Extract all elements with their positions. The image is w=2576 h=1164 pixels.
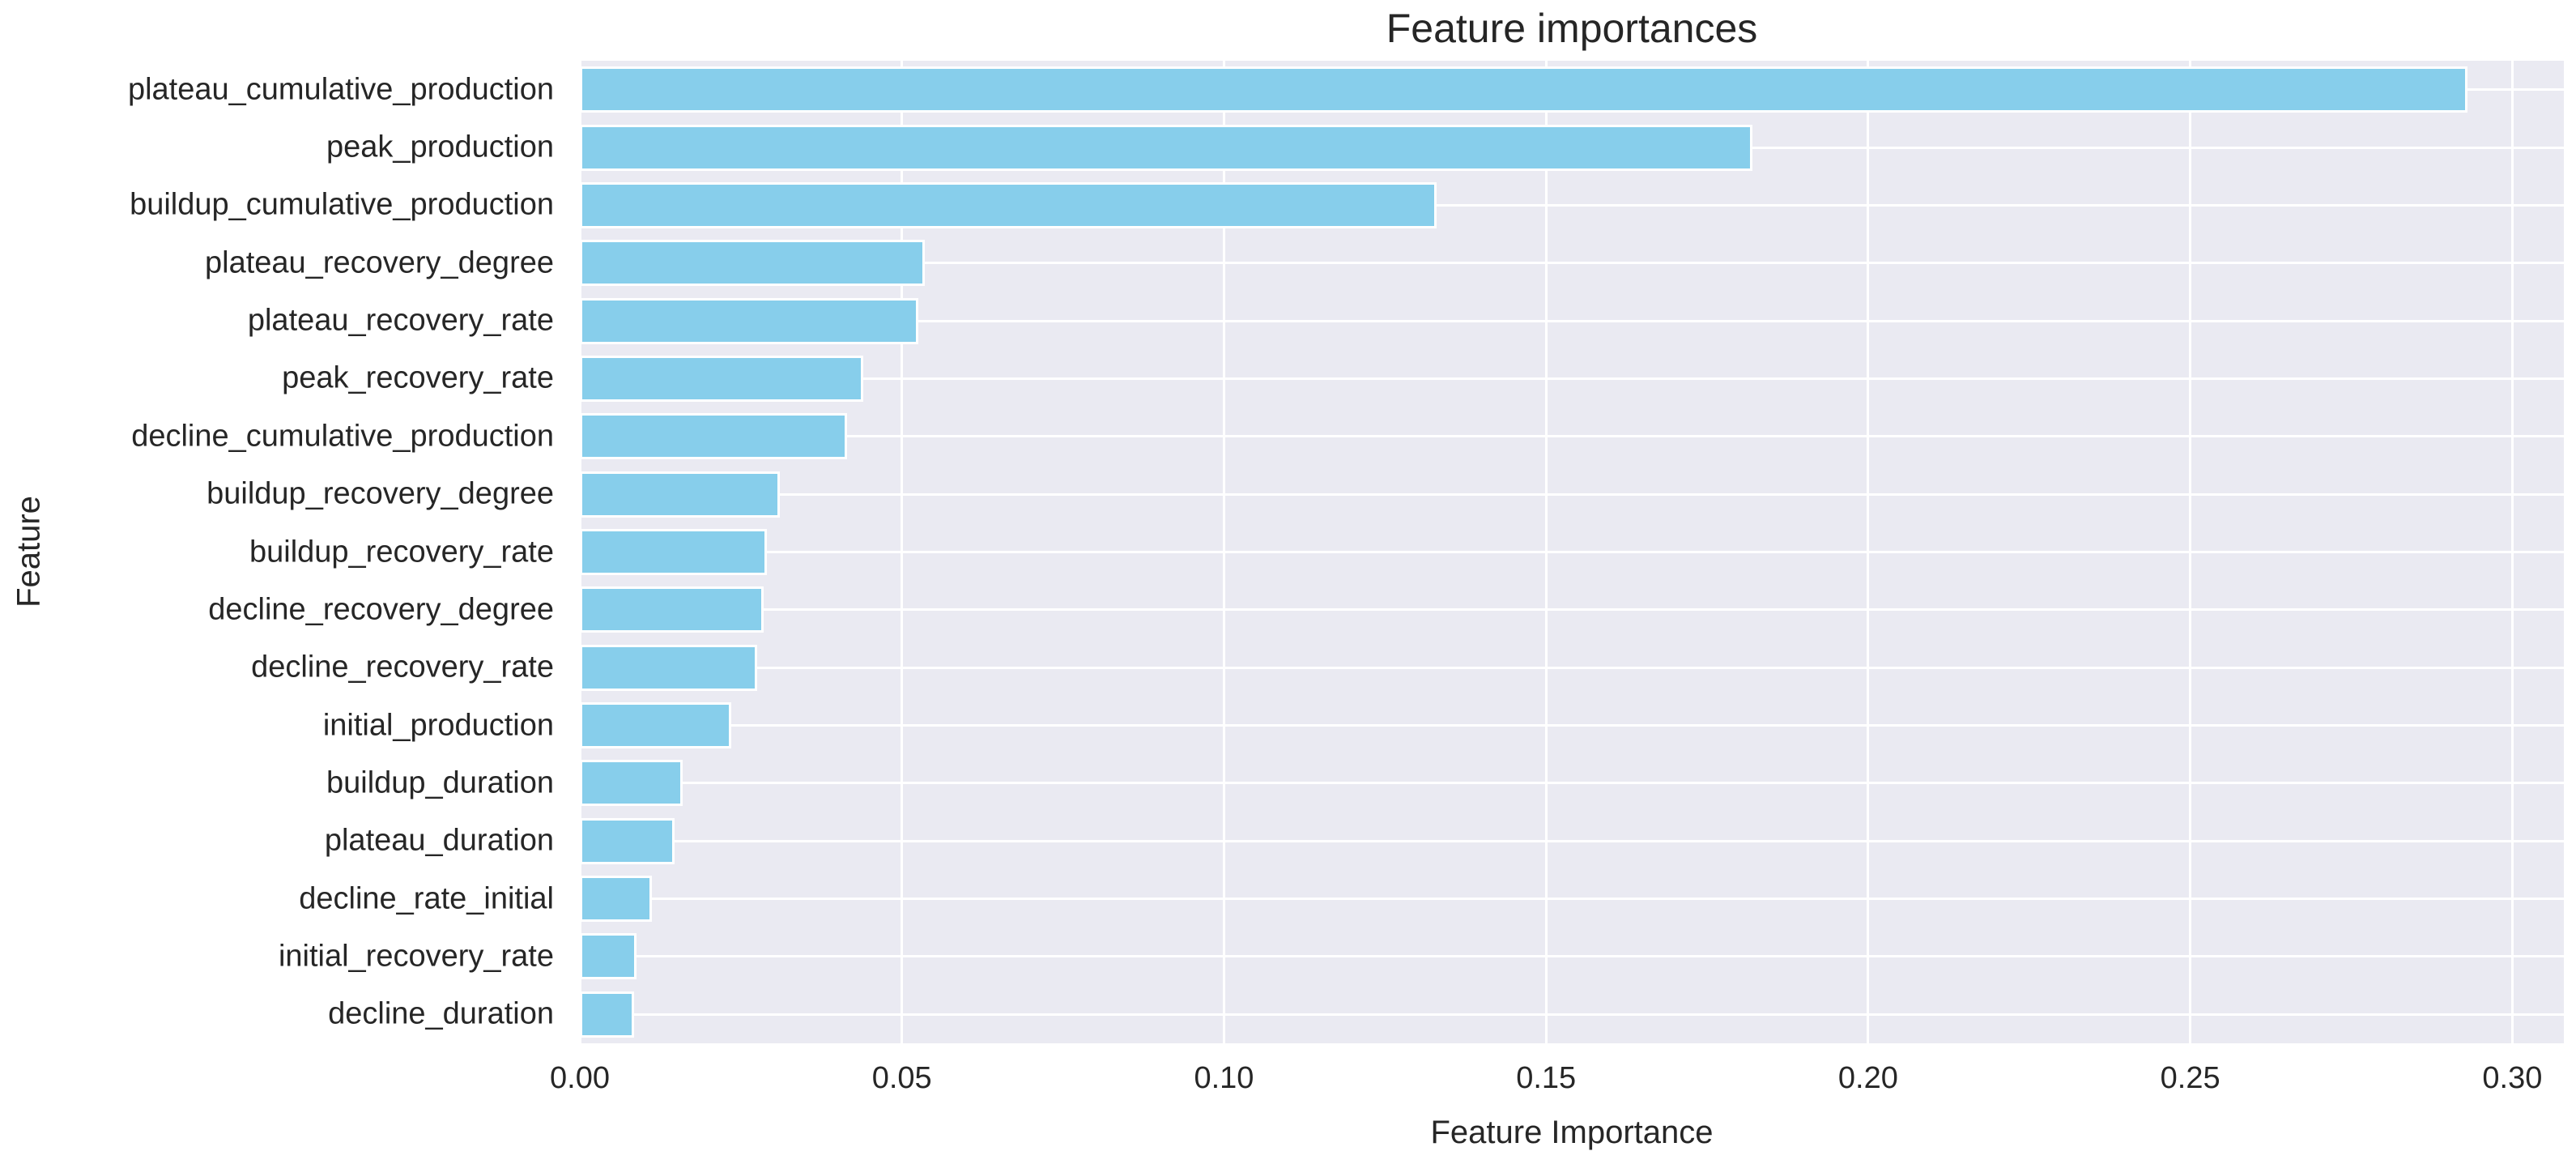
- bar-initial_production: [580, 702, 731, 749]
- y-gridline: [580, 955, 2564, 958]
- y-tick-label: buildup_recovery_degree: [207, 476, 554, 511]
- bar-plateau_duration: [580, 817, 675, 864]
- y-gridline: [580, 319, 2564, 322]
- y-tick-label: plateau_duration: [324, 823, 554, 858]
- y-gridline: [580, 551, 2564, 553]
- bar-decline_duration: [580, 991, 634, 1038]
- x-tick-label: 0.30: [2482, 1061, 2543, 1095]
- y-gridline: [580, 782, 2564, 785]
- y-tick-label: initial_production: [322, 708, 554, 743]
- bar-plateau_recovery_degree: [580, 240, 925, 287]
- bar-decline_rate_initial: [580, 876, 653, 923]
- chart-title: Feature importances: [1386, 6, 1758, 51]
- y-tick-label: peak_production: [326, 130, 554, 164]
- bar-buildup_recovery_degree: [580, 471, 780, 518]
- y-gridline: [580, 724, 2564, 727]
- y-tick-label: decline_rate_initial: [299, 881, 554, 916]
- y-tick-label: plateau_recovery_degree: [205, 245, 554, 280]
- bar-buildup_cumulative_production: [580, 181, 1437, 228]
- y-tick-label: peak_recovery_rate: [282, 360, 554, 395]
- y-tick-label: decline_recovery_rate: [251, 650, 554, 684]
- y-tick-label: decline_cumulative_production: [131, 419, 554, 454]
- bar-decline_cumulative_production: [580, 413, 848, 460]
- bar-decline_recovery_degree: [580, 586, 764, 633]
- y-tick-label: buildup_cumulative_production: [130, 187, 554, 222]
- y-tick-labels: plateau_cumulative_production peak_produc…: [0, 61, 567, 1043]
- y-tick-label: plateau_cumulative_production: [127, 72, 554, 107]
- bar-plateau_recovery_rate: [580, 297, 918, 344]
- y-gridline: [580, 492, 2564, 496]
- x-tick-label: 0.15: [1516, 1061, 1577, 1095]
- y-gridline: [580, 435, 2564, 438]
- y-gridline: [580, 666, 2564, 669]
- y-gridline: [580, 608, 2564, 612]
- y-gridline: [580, 377, 2564, 380]
- x-tick-label: 0.00: [550, 1061, 610, 1095]
- y-tick-label: decline_duration: [328, 996, 554, 1031]
- bar-buildup_duration: [580, 760, 683, 807]
- y-gridline: [580, 1013, 2564, 1016]
- x-tick-labels: 0.00 0.05 0.10 0.15 0.20 0.25 0.30: [550, 1043, 2564, 1100]
- y-gridline: [580, 262, 2564, 265]
- x-tick-label: 0.05: [871, 1061, 932, 1095]
- y-tick-label: buildup_recovery_rate: [249, 535, 554, 569]
- y-gridline: [580, 203, 2564, 207]
- y-gridline: [580, 898, 2564, 901]
- bar-peak_recovery_rate: [580, 355, 863, 402]
- bar-plateau_cumulative_production: [580, 66, 2467, 113]
- x-axis-label: Feature Importance: [1430, 1115, 1714, 1150]
- plot-area: [578, 61, 2564, 1043]
- x-tick-label: 0.10: [1194, 1061, 1254, 1095]
- y-tick-label: decline_recovery_degree: [208, 592, 554, 627]
- y-tick-label: plateau_recovery_rate: [247, 303, 554, 338]
- bar-buildup_recovery_rate: [580, 529, 767, 575]
- x-tick-label: 0.20: [1837, 1061, 1898, 1095]
- y-gridline: [580, 839, 2564, 842]
- y-tick-label: buildup_duration: [326, 765, 554, 800]
- bar-peak_production: [580, 124, 1752, 171]
- x-tick-label: 0.25: [2160, 1061, 2220, 1095]
- bar-initial_recovery_rate: [580, 933, 637, 980]
- bar-decline_recovery_rate: [580, 644, 757, 691]
- y-tick-label: initial_recovery_rate: [278, 939, 554, 974]
